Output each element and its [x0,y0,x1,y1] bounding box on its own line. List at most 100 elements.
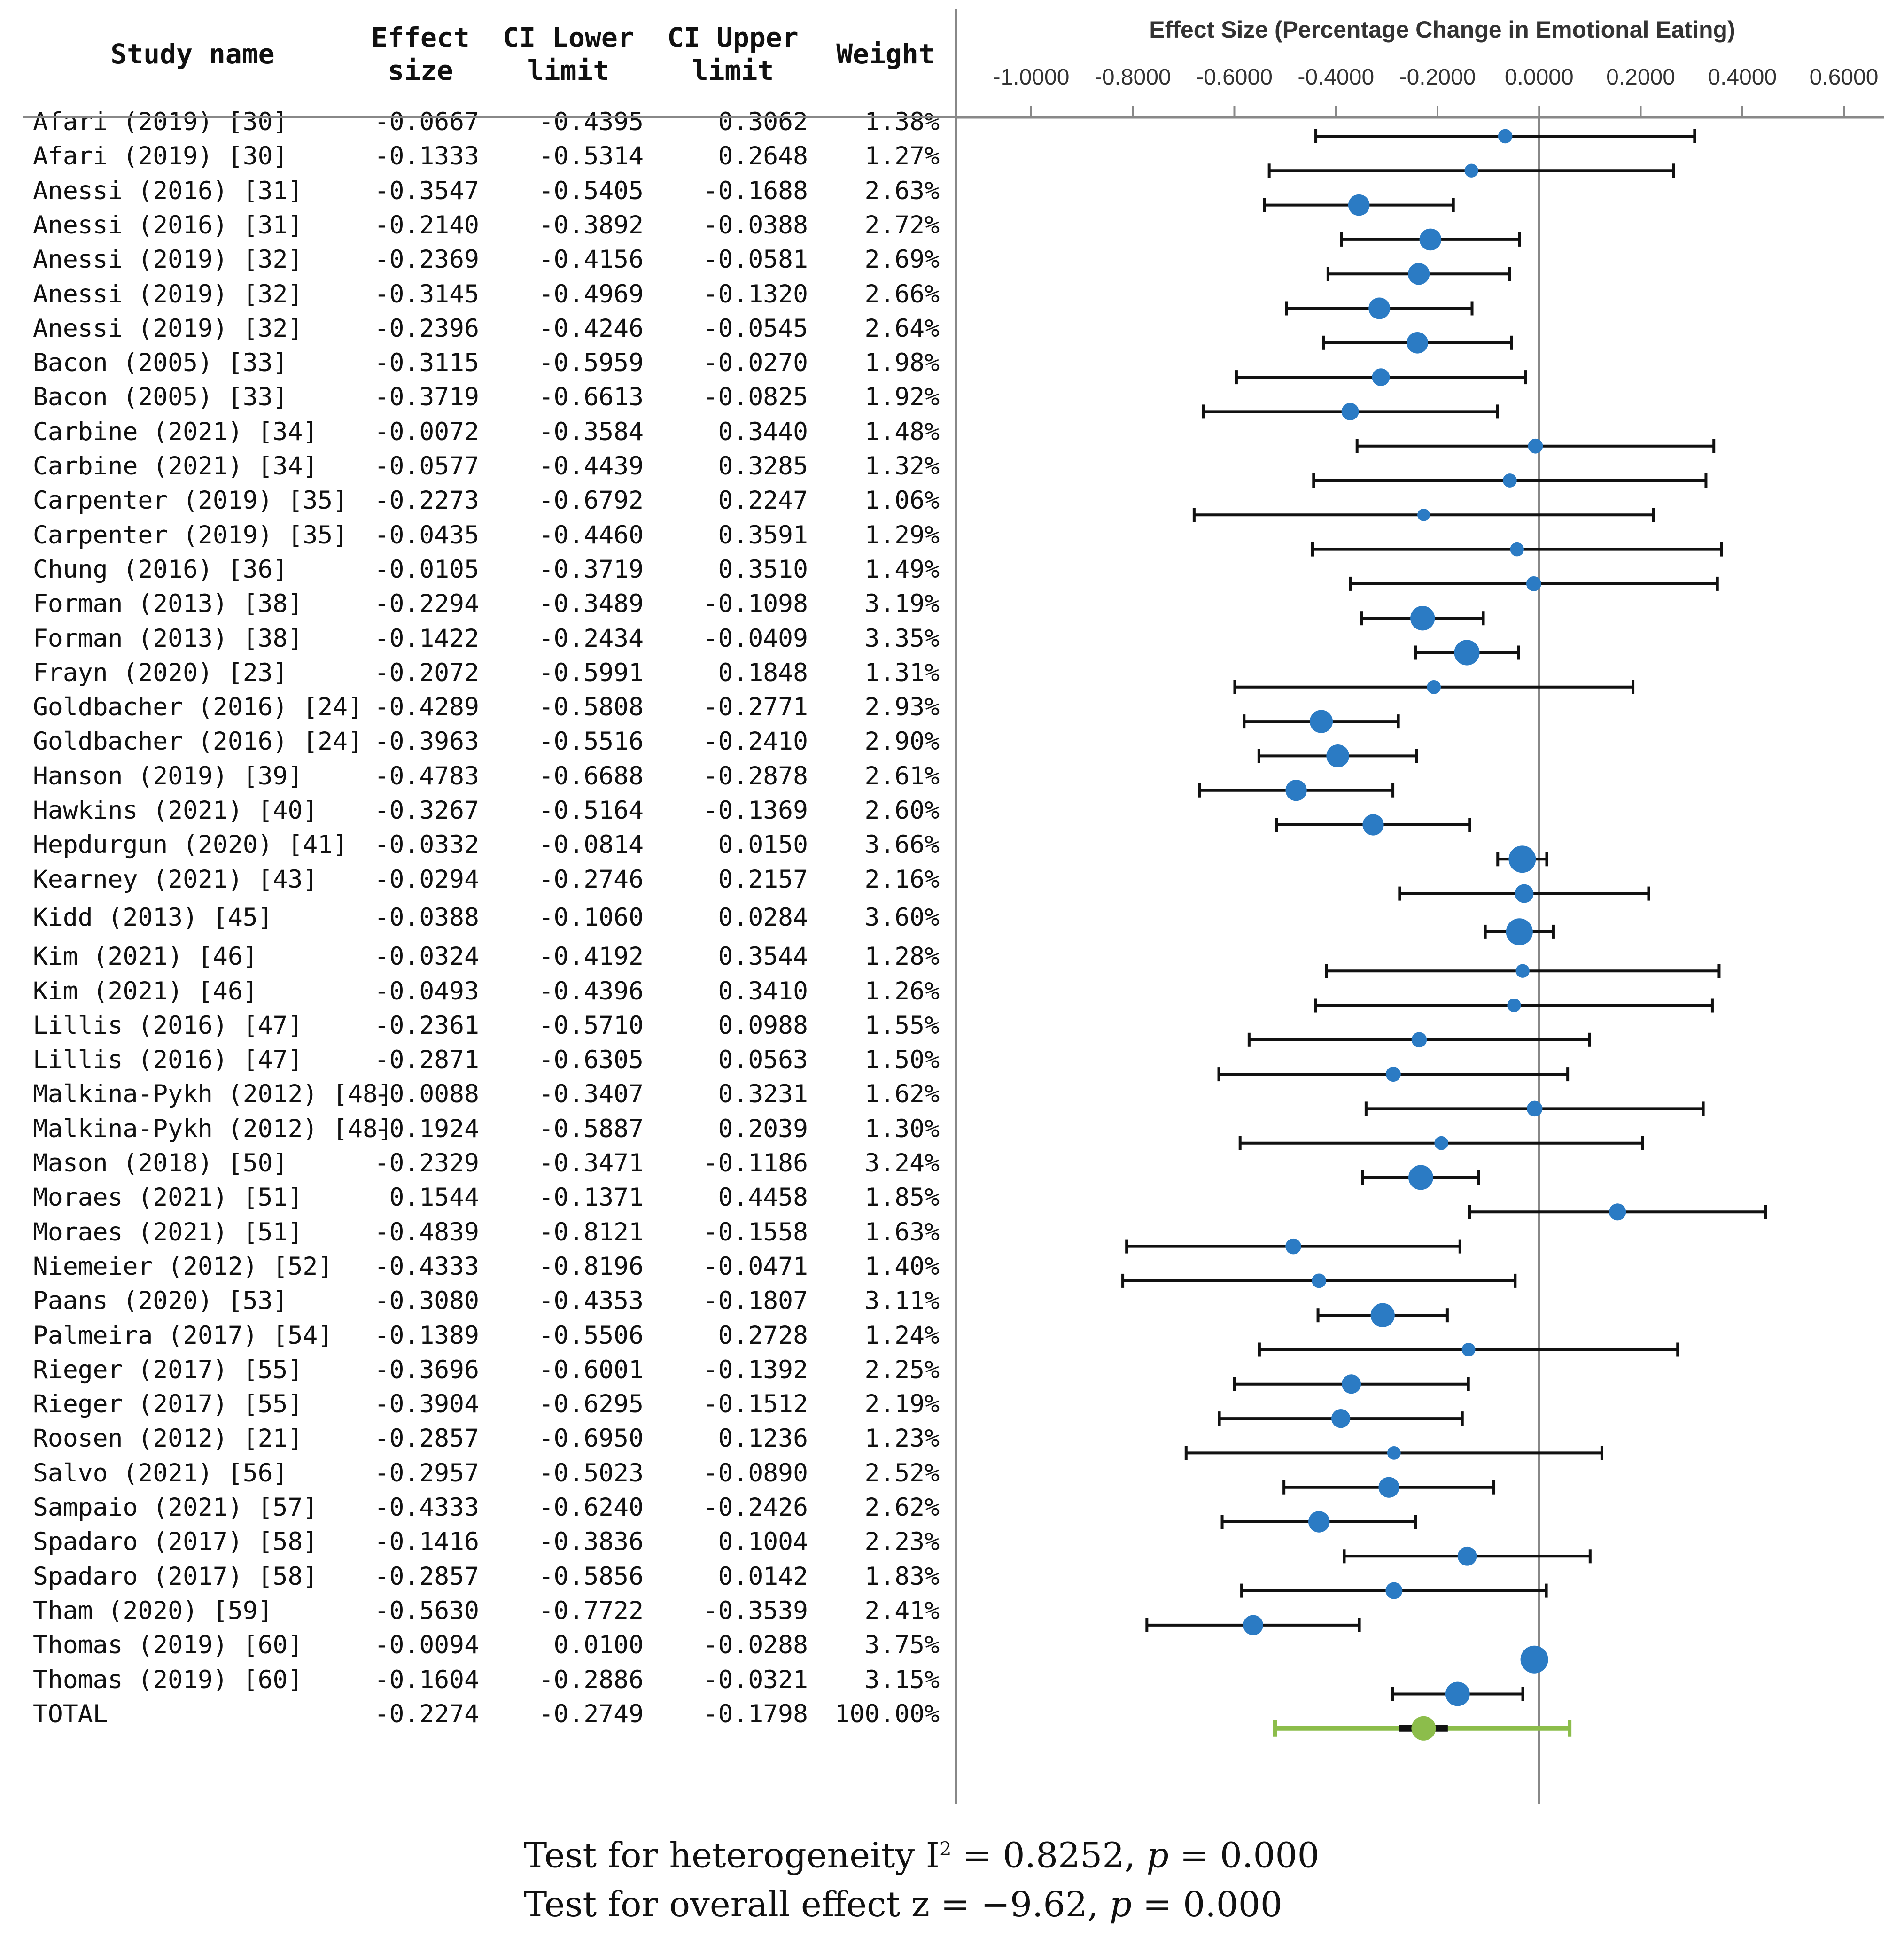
forest-plot: Effect Size (Percentage Change in Emotio… [23,9,1884,1804]
cell-w: 3.19% [864,589,940,619]
effect-marker [1527,1100,1543,1117]
cell-w: 2.93% [864,693,940,722]
cell-w: 2.63% [864,176,940,205]
cell-hi: -0.0890 [703,1458,808,1488]
effect-marker [1528,438,1543,454]
cell-w: 1.40% [864,1252,940,1281]
cell-es: -0.1416 [374,1527,479,1557]
effect-marker [1348,194,1370,216]
study-name: Forman (2013) [38] [33,589,303,619]
study-name: Rieger (2017) [55] [33,1390,303,1419]
cell-w: 1.62% [864,1080,940,1109]
cell-es: -0.0667 [374,108,479,136]
cell-es: -0.3547 [374,176,479,205]
study-name: Anessi (2019) [32] [33,314,303,343]
total-effect-marker [1411,1716,1436,1741]
study-name: Chung (2016) [36] [33,555,288,584]
study-name: Carpenter (2019) [35] [33,520,348,550]
effect-marker [1510,542,1524,557]
cell-es: -0.2369 [374,245,479,274]
study-name: Frayn (2020) [23] [33,658,288,687]
cell-lo: -0.4439 [538,452,644,480]
cell-lo: -0.7722 [538,1596,644,1625]
cell-es: -0.0072 [374,417,479,446]
study-name: Goldbacher (2016) [24] [33,727,363,756]
cell-hi: 0.0142 [718,1562,808,1591]
cell-hi: 0.0150 [718,830,808,860]
cell-es: -0.0332 [374,830,479,860]
cell-w: 1.24% [864,1321,940,1350]
cell-hi: 0.3440 [718,417,808,446]
cell-lo: -0.5405 [538,176,644,205]
cell-es: -0.2140 [374,210,479,240]
cell-es: 0.1544 [389,1183,479,1212]
cell-w: 1.85% [864,1183,940,1212]
cell-es: -0.4333 [374,1252,479,1281]
cell-lo: -0.2886 [538,1665,644,1694]
x-tick-label: 0.6000 [1810,65,1879,90]
cell-w: 1.48% [864,417,940,446]
x-tick-label: -0.2000 [1399,65,1476,90]
study-name: Rieger (2017) [55] [33,1355,303,1384]
cell-w: 1.27% [864,142,940,171]
effect-marker [1243,1615,1263,1635]
cell-hi: -0.0270 [703,349,808,378]
cell-es: -0.2274 [374,1699,479,1728]
study-name: Hanson (2019) [39] [33,761,303,790]
cell-es: -0.3080 [374,1286,479,1316]
study-name: Spadaro (2017) [58] [33,1562,318,1591]
effect-marker [1515,964,1530,978]
effect-marker [1285,780,1307,801]
cell-w: 1.98% [864,349,940,378]
cell-w: 1.38% [864,108,940,136]
cell-lo: -0.3836 [538,1527,644,1557]
cell-w: 1.29% [864,520,940,550]
cell-lo: -0.4460 [538,520,644,550]
effect-marker [1342,1374,1361,1394]
header-ci-lower: CI Lower limit [493,21,644,87]
cell-lo: -0.3407 [538,1080,644,1109]
cell-w: 1.50% [864,1046,940,1075]
cell-hi: 0.2157 [718,865,808,894]
cell-hi: 0.3591 [718,520,808,550]
cell-lo: -0.3892 [538,210,644,240]
overall-prefix: Test for overall effect z = −9.62, [524,1884,1110,1925]
study-name: Spadaro (2017) [58] [33,1527,318,1557]
cell-w: 3.35% [864,624,940,653]
study-name: Roosen (2012) [21] [33,1424,303,1453]
cell-hi: -0.1512 [703,1390,808,1419]
cell-hi: 0.4458 [718,1183,808,1212]
cell-hi: -0.0825 [703,383,808,412]
cell-hi: -0.1369 [703,796,808,825]
cell-lo: -0.2434 [538,624,644,653]
cell-w: 1.23% [864,1424,940,1453]
overall-effect-test: Test for overall effect z = −9.62, p = 0… [524,1880,1320,1929]
cell-lo: -0.3584 [538,417,644,446]
cell-w: 1.28% [864,942,940,971]
cell-hi: -0.1098 [703,589,808,619]
cell-w: 2.41% [864,1596,940,1625]
study-name: Kidd (2013) [45] [33,903,273,932]
effect-marker [1526,576,1541,591]
cell-lo: -0.1060 [538,903,644,932]
effect-marker [1411,1032,1427,1048]
cell-w: 2.16% [864,865,940,894]
cell-es: -0.3696 [374,1355,479,1384]
cell-lo: -0.5959 [538,349,644,378]
cell-hi: 0.3231 [718,1080,808,1109]
cell-lo: -0.5023 [538,1458,644,1488]
cell-hi: -0.1798 [703,1699,808,1728]
cell-hi: -0.2771 [703,693,808,722]
effect-marker [1515,884,1534,903]
cell-es: -0.0294 [374,865,479,894]
cell-w: 1.06% [864,486,940,515]
cell-w: 2.25% [864,1355,940,1384]
effect-marker [1508,845,1536,873]
cell-w: 2.60% [864,796,940,825]
study-name: Kim (2021) [46] [33,942,258,971]
cell-lo: -0.6613 [538,383,644,412]
overall-p-label: p [1109,1884,1132,1925]
effect-marker [1434,1136,1449,1150]
cell-w: 2.66% [864,279,940,309]
x-tick-label: 0.2000 [1606,65,1675,90]
